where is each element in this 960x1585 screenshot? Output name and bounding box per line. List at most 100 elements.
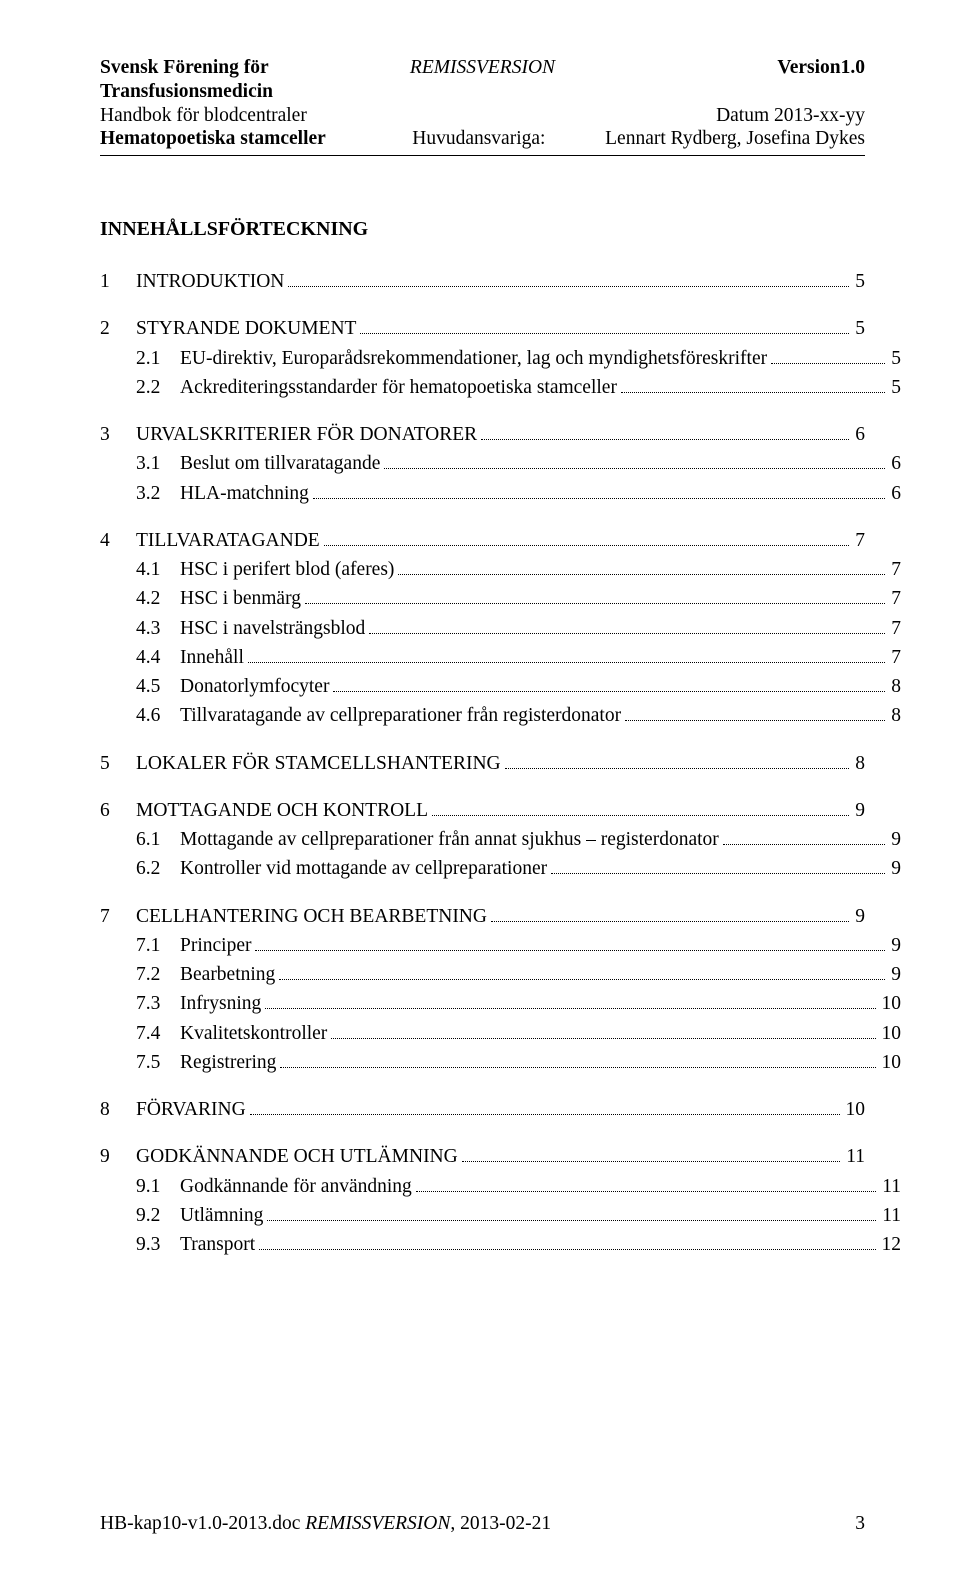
toc-entry[interactable]: 4.2HSC i benmärg 7 xyxy=(100,584,901,613)
toc-entry-number: 7.5 xyxy=(136,1048,180,1077)
toc-entry[interactable]: 3.2HLA-matchning 6 xyxy=(100,479,901,508)
toc-entry-page: 7 xyxy=(889,614,901,643)
toc-entry-label: Utlämning xyxy=(180,1201,263,1230)
toc-entry-label: FÖRVARING xyxy=(136,1095,246,1124)
toc-entry-number: 4.4 xyxy=(136,643,180,672)
toc-entry-label: Kvalitetskontroller xyxy=(180,1019,327,1048)
toc-entry[interactable]: 4.4Innehåll 7 xyxy=(100,643,901,672)
toc-entry-page: 10 xyxy=(880,1048,902,1077)
toc-leader xyxy=(625,705,885,722)
toc-entry-label: INTRODUKTION xyxy=(136,267,284,296)
toc-entry-label: Mottagande av cellpreparationer från ann… xyxy=(180,825,719,854)
toc-leader xyxy=(279,964,885,981)
toc-entry-number: 7.3 xyxy=(136,989,180,1018)
toc-entry-page: 5 xyxy=(853,267,865,296)
toc-entry-number: 6 xyxy=(100,796,136,825)
footer-filename: HB-kap10-v1.0-2013.doc xyxy=(100,1513,305,1534)
toc-entry-label: GODKÄNNANDE OCH UTLÄMNING xyxy=(136,1142,458,1171)
toc-leader xyxy=(432,799,849,816)
toc-entry[interactable]: 9.3Transport 12 xyxy=(100,1230,901,1259)
toc-entry-number: 6.2 xyxy=(136,854,180,883)
toc-entry-number: 4.1 xyxy=(136,555,180,584)
toc-entry-label: EU-direktiv, Europarådsrekommendationer,… xyxy=(180,344,767,373)
header-org: Svensk Förening för Transfusionsmedicin xyxy=(100,56,355,104)
toc-leader xyxy=(250,1099,840,1116)
toc-leader xyxy=(481,424,849,441)
toc-entry[interactable]: 6.1Mottagande av cellpreparationer från … xyxy=(100,825,901,854)
toc-entry-label: CELLHANTERING OCH BEARBETNING xyxy=(136,902,487,931)
table-of-contents: 1INTRODUKTION 52STYRANDE DOKUMENT 52.1EU… xyxy=(100,267,865,1259)
toc-entry-number: 7.1 xyxy=(136,931,180,960)
toc-leader xyxy=(416,1175,876,1192)
toc-entry-label: Beslut om tillvaratagande xyxy=(180,449,380,478)
toc-entry[interactable]: 4.5Donatorlymfocyter 8 xyxy=(100,672,901,701)
toc-leader xyxy=(265,993,875,1010)
toc-entry-label: HSC i perifert blod (aferes) xyxy=(180,555,394,584)
header-status: REMISSVERSION xyxy=(355,56,610,104)
toc-entry[interactable]: 4.1HSC i perifert blod (aferes) 7 xyxy=(100,555,901,584)
toc-leader xyxy=(369,617,885,634)
toc-entry[interactable]: 7CELLHANTERING OCH BEARBETNING 9 xyxy=(100,902,865,931)
header-rule xyxy=(100,155,865,156)
toc-entry[interactable]: 7.5Registrering 10 xyxy=(100,1048,901,1077)
toc-entry-page: 10 xyxy=(880,989,902,1018)
toc-leader xyxy=(462,1146,840,1163)
toc-entry[interactable]: 7.1Principer 9 xyxy=(100,931,901,960)
page-header: Svensk Förening för Transfusionsmedicin … xyxy=(100,56,865,156)
toc-leader xyxy=(248,646,885,663)
toc-entry[interactable]: 3URVALSKRITERIER FÖR DONATORER 6 xyxy=(100,420,865,449)
toc-entry[interactable]: 2STYRANDE DOKUMENT 5 xyxy=(100,314,865,343)
toc-entry-page: 11 xyxy=(880,1201,901,1230)
toc-entry-number: 9 xyxy=(100,1142,136,1171)
toc-entry-number: 7 xyxy=(100,902,136,931)
header-row-2: Handbok för blodcentraler Datum 2013-xx-… xyxy=(100,104,865,128)
toc-entry-label: Donatorlymfocyter xyxy=(180,672,329,701)
toc-entry[interactable]: 4.3HSC i navelsträngsblod 7 xyxy=(100,614,901,643)
header-row-1: Svensk Förening för Transfusionsmedicin … xyxy=(100,56,865,104)
toc-entry-number: 1 xyxy=(100,267,136,296)
header-responsible-names: Lennart Rydberg, Josefina Dykes xyxy=(605,127,865,151)
toc-entry-label: TILLVARATAGANDE xyxy=(136,526,320,555)
toc-entry-label: HLA-matchning xyxy=(180,479,309,508)
toc-entry-label: STYRANDE DOKUMENT xyxy=(136,314,356,343)
toc-entry[interactable]: 7.3Infrysning 10 xyxy=(100,989,901,1018)
toc-entry-label: Innehåll xyxy=(180,643,244,672)
toc-entry-label: HSC i navelsträngsblod xyxy=(180,614,365,643)
toc-entry-label: URVALSKRITERIER FÖR DONATORER xyxy=(136,420,477,449)
toc-entry-number: 3 xyxy=(100,420,136,449)
toc-entry-number: 3.1 xyxy=(136,449,180,478)
toc-entry[interactable]: 7.4Kvalitetskontroller 10 xyxy=(100,1019,901,1048)
toc-entry[interactable]: 1INTRODUKTION 5 xyxy=(100,267,865,296)
toc-entry[interactable]: 4TILLVARATAGANDE 7 xyxy=(100,526,865,555)
document-page: Svensk Förening för Transfusionsmedicin … xyxy=(0,0,960,1585)
toc-entry[interactable]: 2.1EU-direktiv, Europarådsrekommendation… xyxy=(100,344,901,373)
header-handbook: Handbok för blodcentraler xyxy=(100,104,355,128)
toc-entry[interactable]: 9GODKÄNNANDE OCH UTLÄMNING 11 xyxy=(100,1142,865,1171)
header-row-3: Hematopoetiska stamceller Huvudansvariga… xyxy=(100,127,865,151)
toc-entry-label: MOTTAGANDE OCH KONTROLL xyxy=(136,796,428,825)
toc-entry[interactable]: 8FÖRVARING 10 xyxy=(100,1095,865,1124)
toc-entry[interactable]: 5LOKALER FÖR STAMCELLSHANTERING 8 xyxy=(100,749,865,778)
toc-leader xyxy=(313,482,885,499)
toc-leader xyxy=(621,376,885,393)
toc-entry-number: 9.3 xyxy=(136,1230,180,1259)
toc-entry-number: 4.3 xyxy=(136,614,180,643)
toc-entry[interactable]: 7.2Bearbetning 9 xyxy=(100,960,901,989)
toc-entry[interactable]: 9.2Utlämning 11 xyxy=(100,1201,901,1230)
toc-entry[interactable]: 2.2Ackrediteringsstandarder för hematopo… xyxy=(100,373,901,402)
toc-entry-page: 5 xyxy=(889,373,901,402)
toc-entry[interactable]: 4.6Tillvaratagande av cellpreparationer … xyxy=(100,701,901,730)
toc-entry-page: 6 xyxy=(889,479,901,508)
header-date: Datum 2013-xx-yy xyxy=(610,104,865,128)
toc-entry-label: Tillvaratagande av cellpreparationer frå… xyxy=(180,701,621,730)
toc-entry[interactable]: 6.2Kontroller vid mottagande av cellprep… xyxy=(100,854,901,883)
toc-entry-page: 12 xyxy=(880,1230,902,1259)
header-responsible-label: Huvudansvariga: xyxy=(353,127,606,151)
toc-leader xyxy=(505,752,850,769)
toc-leader xyxy=(324,529,850,546)
toc-entry[interactable]: 3.1Beslut om tillvaratagande 6 xyxy=(100,449,901,478)
toc-entry-label: Principer xyxy=(180,931,251,960)
toc-entry[interactable]: 6MOTTAGANDE OCH KONTROLL 9 xyxy=(100,796,865,825)
toc-entry[interactable]: 9.1Godkännande för användning 11 xyxy=(100,1172,901,1201)
toc-entry-label: Godkännande för användning xyxy=(180,1172,412,1201)
